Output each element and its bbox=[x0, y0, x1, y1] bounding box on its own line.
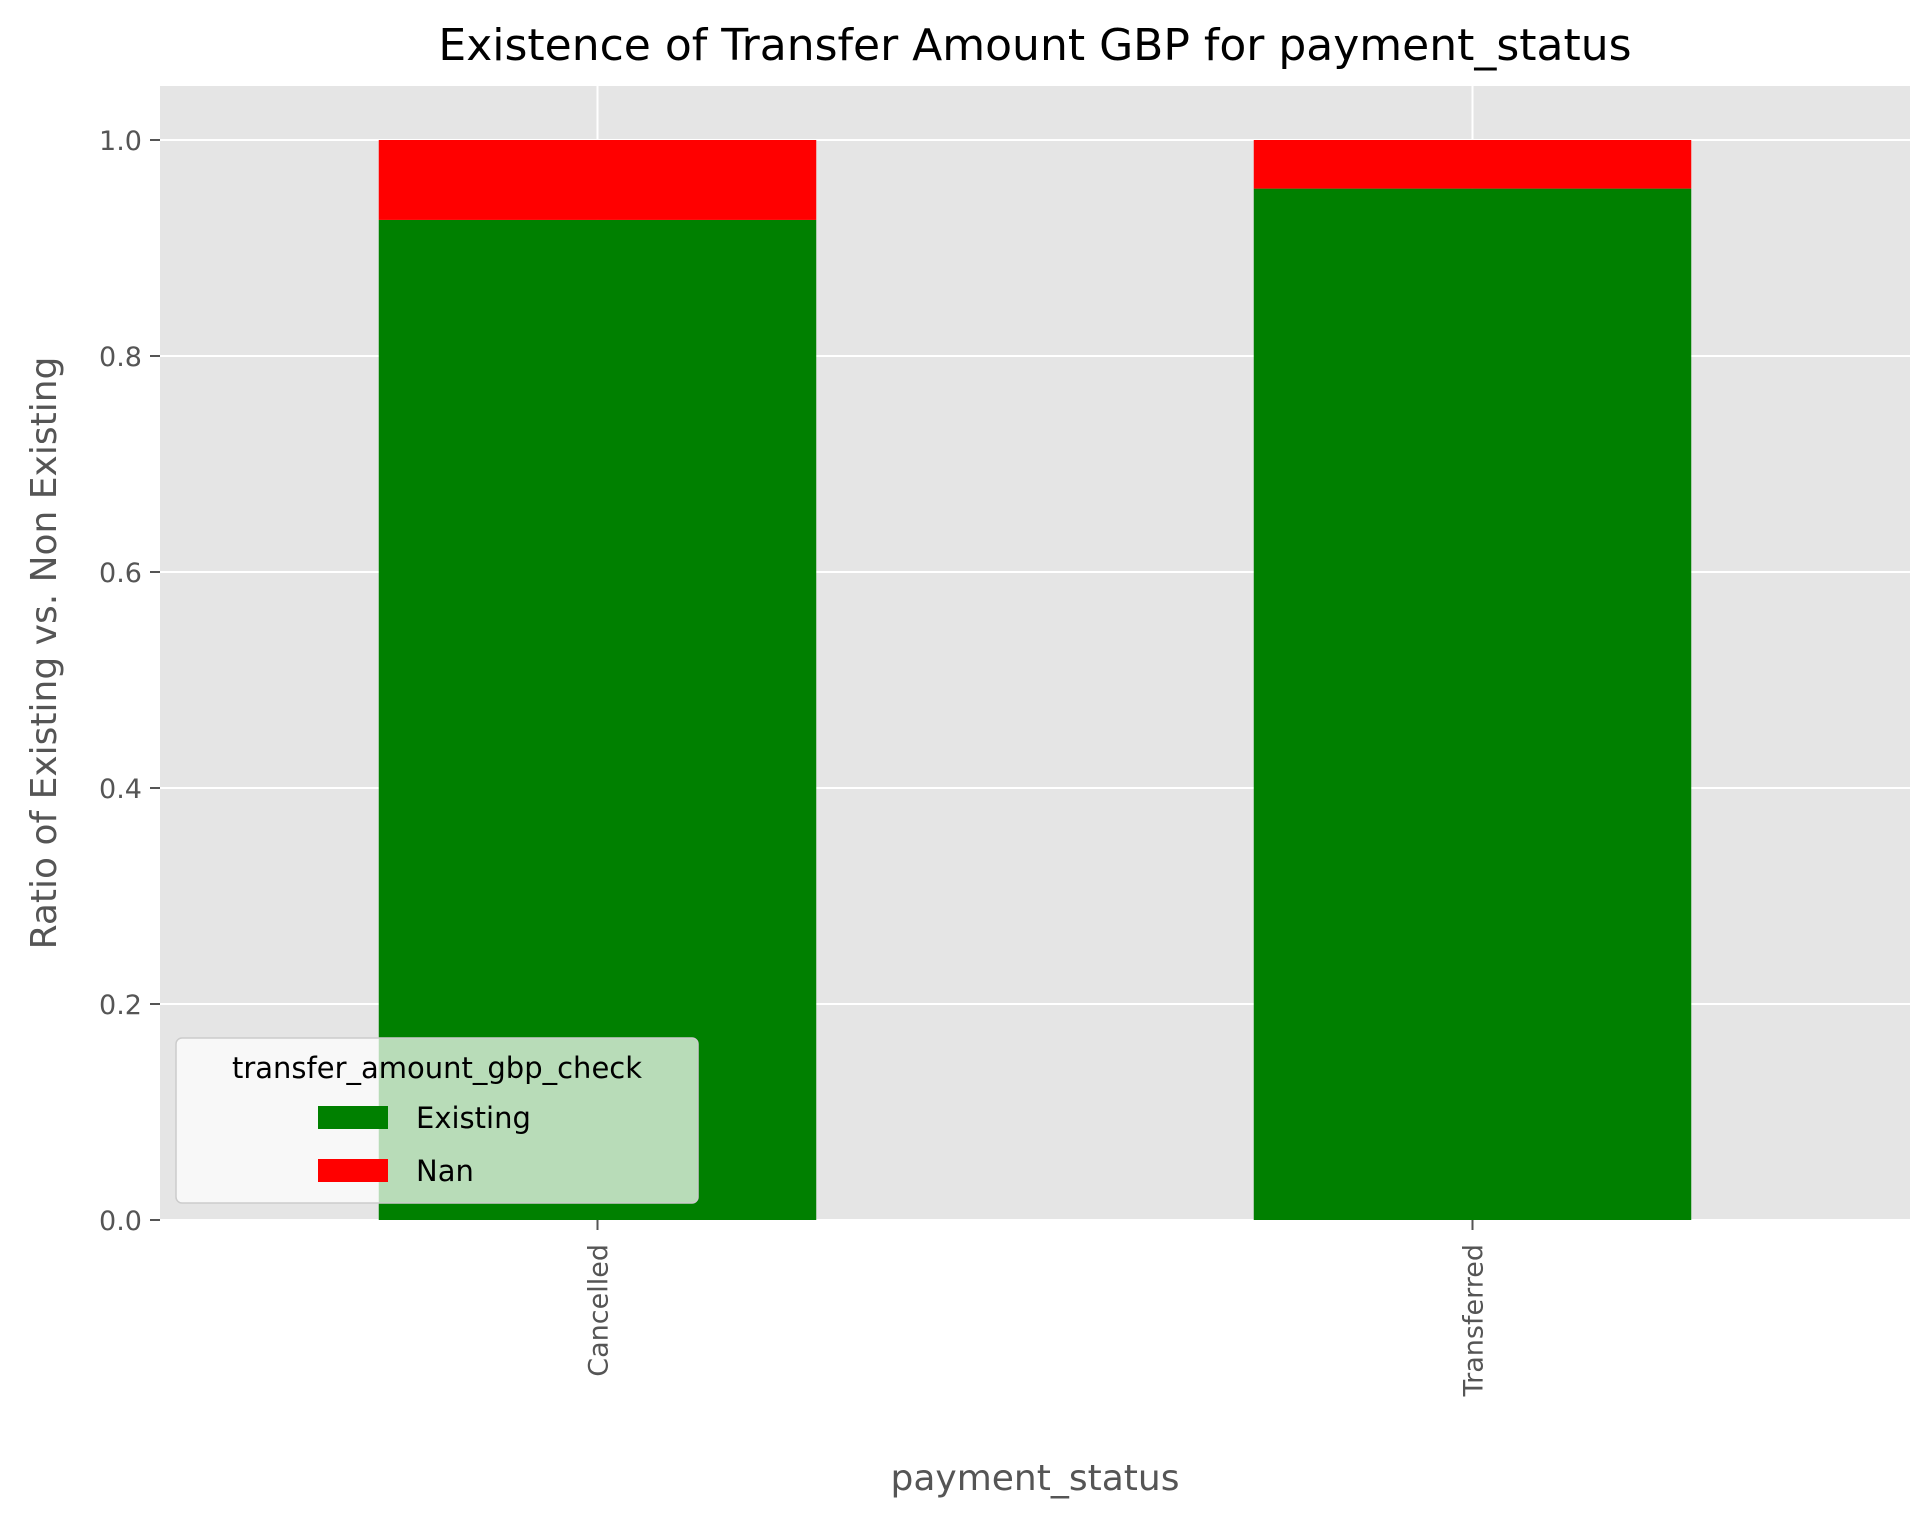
bar-transferred-existing bbox=[1253, 188, 1692, 1221]
chart-title: Existence of Transfer Amount GBP for pay… bbox=[438, 20, 1631, 71]
x-axis-label: payment_status bbox=[891, 1458, 1180, 1499]
bar-transferred-nan bbox=[1253, 140, 1692, 189]
x-tick-label: Cancelled bbox=[584, 1244, 615, 1377]
y-tick-label: 0.2 bbox=[99, 990, 142, 1021]
bar-cancelled-nan bbox=[378, 140, 817, 220]
legend-label-existing: Existing bbox=[416, 1101, 531, 1135]
y-axis-label: Ratio of Existing vs. Non Existing bbox=[24, 357, 65, 950]
y-tick-label: 0.4 bbox=[99, 774, 142, 805]
x-tick-label: Transferred bbox=[1459, 1244, 1490, 1397]
y-axis: 0.0 0.2 0.4 0.6 0.8 1.0 bbox=[99, 126, 160, 1237]
y-tick-label: 0.0 bbox=[99, 1206, 142, 1237]
legend-swatch-nan bbox=[318, 1159, 388, 1182]
legend-title: transfer_amount_gbp_check bbox=[232, 1051, 642, 1085]
legend-label-nan: Nan bbox=[416, 1154, 474, 1188]
y-tick-label: 0.6 bbox=[99, 558, 142, 589]
y-tick-label: 0.8 bbox=[99, 342, 142, 373]
x-axis: Cancelled Transferred bbox=[584, 1220, 1490, 1397]
y-tick-label: 1.0 bbox=[99, 126, 142, 157]
legend-swatch-existing bbox=[318, 1106, 388, 1129]
legend-box bbox=[175, 1037, 699, 1204]
legend: transfer_amount_gbp_check Existing Nan bbox=[175, 1037, 699, 1204]
